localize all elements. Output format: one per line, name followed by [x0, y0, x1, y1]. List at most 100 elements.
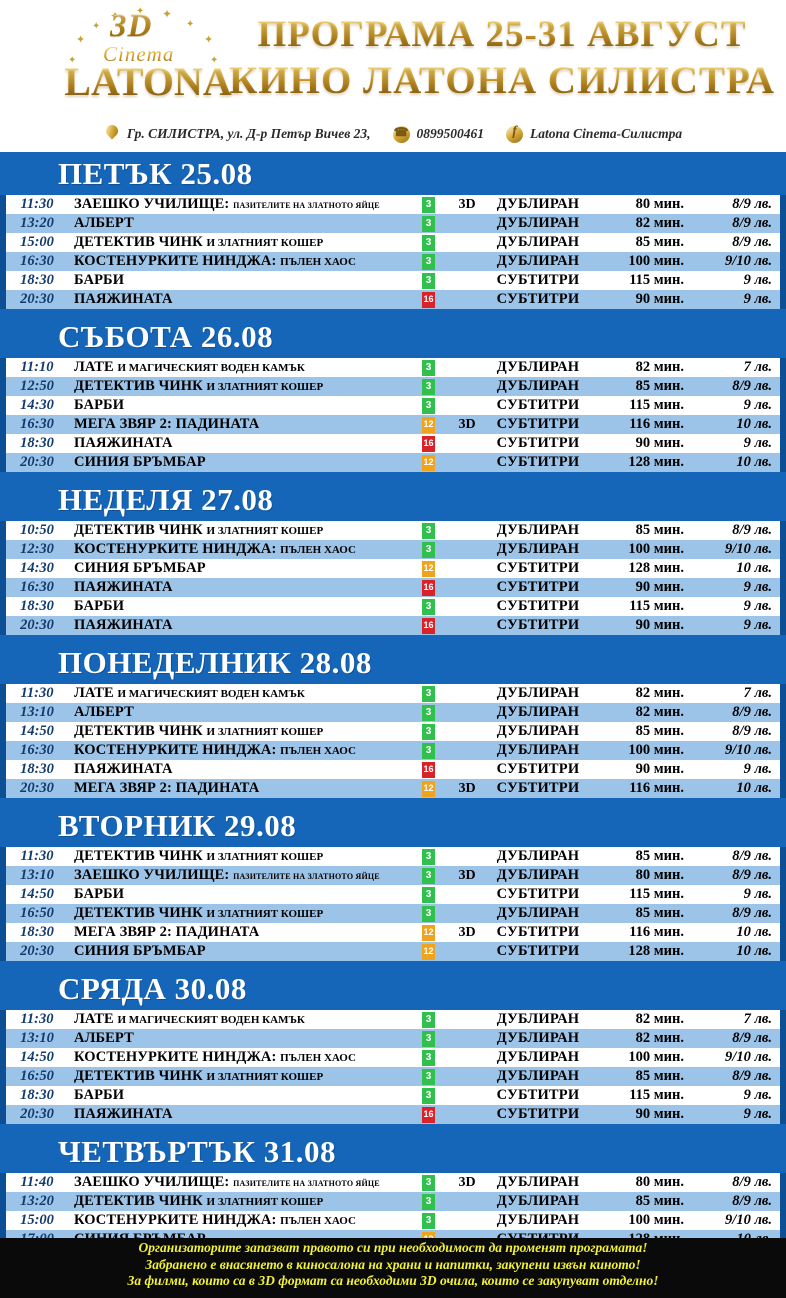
showtime-row[interactable]: 14:50 КОСТЕНУРКИТЕ НИНДЖА: ПЪЛЕН ХАОС 3 ДУБ… [6, 1048, 780, 1067]
showtime-row[interactable]: 13:10 АЛБЕРТ 3 ДУБЛИРАН 82 мин. 8/9 лв. [6, 1029, 780, 1048]
format-3d-label: 3D [458, 416, 476, 432]
age-rating-cell: 3 [422, 886, 448, 903]
showtime-row[interactable]: 10:50 ДЕТЕКТИВ ЧИНК И ЗЛАТНИЯТ КОШЕР 3 ДУБЛ… [6, 521, 780, 540]
day-header: СРЯДА 30.08 [0, 967, 786, 1010]
showtime-row[interactable]: 18:30 ПАЯЖИНАТА 16 СУБТИТРИ 90 мин. 9 лв. [6, 760, 780, 779]
showtime-rows: 11:10 ЛАТЕ И МАГИЧЕСКИЯТ ВОДЕН КАМЪК 3 ДУБЛ… [0, 358, 786, 472]
duration: 90 мин. [635, 1106, 684, 1122]
movie-title: ДЕТЕКТИВ ЧИНК И ЗЛАТНИЯТ КОШЕР [68, 522, 422, 539]
age-rating-cell: 3 [422, 196, 448, 213]
language-format: СУБТИТРИ [496, 1087, 580, 1103]
ticket-price: 8/9 лв. [732, 1174, 772, 1190]
showtime-row[interactable]: 12:50 ДЕТЕКТИВ ЧИНК И ЗЛАТНИЯТ КОШЕР 3 ДУБЛ… [6, 377, 780, 396]
language-format: ДУБЛИРАН [496, 522, 580, 538]
language-format: ДУБЛИРАН [496, 1049, 580, 1065]
showtime-time: 20:30 [20, 291, 54, 307]
movie-title-main: МЕГА ЗВЯР 2: ПАДИНАТА [74, 780, 260, 796]
showtime-row[interactable]: 16:30 МЕГА ЗВЯР 2: ПАДИНАТА 12 3D СУБТИТРИ 11… [6, 415, 780, 434]
showtime-row[interactable]: 13:10 АЛБЕРТ 3 ДУБЛИРАН 82 мин. 8/9 лв. [6, 703, 780, 722]
day-spacer [0, 961, 786, 967]
movie-title: КОСТЕНУРКИТЕ НИНДЖА: ПЪЛЕН ХАОС [68, 1049, 422, 1066]
showtime-row[interactable]: 20:30 СИНИЯ БРЪМБАР 12 СУБТИТРИ 128 мин. 10 л… [6, 942, 780, 961]
ticket-price: 9 лв. [743, 435, 772, 451]
showtime-row[interactable]: 18:30 БАРБИ 3 СУБТИТРИ 115 мин. 9 лв. [6, 1086, 780, 1105]
age-rating-cell: 3 [422, 905, 448, 922]
showtime-row[interactable]: 11:40 ЗАЕШКО УЧИЛИЩЕ: ПАЗИТЕЛИТЕ НА ЗЛАТН… [6, 1173, 780, 1192]
contact-phone-item[interactable]: 0899500461 [392, 125, 484, 143]
movie-title-subtitle: И ЗЛАТНИЯТ КОШЕР [206, 726, 324, 738]
age-rating-badge: 3 [422, 905, 435, 922]
language-format: СУБТИТРИ [496, 617, 580, 633]
language-format: ДУБЛИРАН [496, 905, 580, 921]
showtime-row[interactable]: 16:30 КОСТЕНУРКИТЕ НИНДЖА: ПЪЛЕН ХАОС 3 ДУБ… [6, 741, 780, 760]
movie-title-main: КОСТЕНУРКИТЕ НИНДЖА: [74, 742, 277, 758]
showtime-row[interactable]: 11:30 ДЕТЕКТИВ ЧИНК И ЗЛАТНИЯТ КОШЕР 3 ДУБЛ… [6, 847, 780, 866]
duration: 90 мин. [635, 435, 684, 451]
showtime-row[interactable]: 18:30 БАРБИ 3 СУБТИТРИ 115 мин. 9 лв. [6, 271, 780, 290]
age-rating-cell: 12 [422, 560, 448, 577]
showtime-row[interactable]: 12:30 КОСТЕНУРКИТЕ НИНДЖА: ПЪЛЕН ХАОС 3 ДУБ… [6, 540, 780, 559]
showtime-rows: 11:30 ЛАТЕ И МАГИЧЕСКИЯТ ВОДЕН КАМЪК 3 ДУБЛ… [0, 684, 786, 798]
day-section: СЪБОТА 26.08 11:10 ЛАТЕ И МАГИЧЕСКИЯТ ВОДЕ… [0, 315, 786, 472]
movie-title-main: БАРБИ [74, 1087, 125, 1103]
day-spacer [0, 1124, 786, 1130]
showtime-row[interactable]: 20:30 ПАЯЖИНАТА 16 СУБТИТРИ 90 мин. 9 лв. [6, 616, 780, 635]
showtime-row[interactable]: 16:30 ПАЯЖИНАТА 16 СУБТИТРИ 90 мин. 9 лв. [6, 578, 780, 597]
age-rating-badge: 3 [422, 359, 435, 376]
showtime-row[interactable]: 11:30 ЛАТЕ И МАГИЧЕСКИЯТ ВОДЕН КАМЪК 3 ДУБЛ… [6, 684, 780, 703]
showtime-row[interactable]: 20:30 ПАЯЖИНАТА 16 СУБТИТРИ 90 мин. 9 лв. [6, 290, 780, 309]
footer-note: Организаторите запазват правото си при н… [138, 1240, 648, 1255]
showtime-time: 13:20 [20, 1193, 54, 1209]
movie-title-main: КОСТЕНУРКИТЕ НИНДЖА: [74, 1212, 277, 1228]
language-format: СУБТИТРИ [496, 397, 580, 413]
showtime-row[interactable]: 14:30 СИНИЯ БРЪМБАР 12 СУБТИТРИ 128 мин. 10 л… [6, 559, 780, 578]
showtime-row[interactable]: 13:20 АЛБЕРТ 3 ДУБЛИРАН 82 мин. 8/9 лв. [6, 214, 780, 233]
showtime-time: 20:30 [20, 943, 54, 959]
showtime-time: 18:30 [20, 761, 54, 777]
showtime-row[interactable]: 14:50 ДЕТЕКТИВ ЧИНК И ЗЛАТНИЯТ КОШЕР 3 ДУБЛ… [6, 722, 780, 741]
movie-title-main: АЛБЕРТ [74, 1030, 134, 1046]
language-format: ДУБЛИРАН [496, 253, 580, 269]
showtime-row[interactable]: 18:30 ПАЯЖИНАТА 16 СУБТИТРИ 90 мин. 9 лв. [6, 434, 780, 453]
language-format: СУБТИТРИ [496, 560, 580, 576]
showtime-row[interactable]: 20:30 МЕГА ЗВЯР 2: ПАДИНАТА 12 3D СУБТИТРИ 11… [6, 779, 780, 798]
showtime-row[interactable]: 11:30 ЗАЕШКО УЧИЛИЩЕ: ПАЗИТЕЛИТЕ НА ЗЛАТН… [6, 195, 780, 214]
movie-title-main: ЗАЕШКО УЧИЛИЩЕ: [74, 1174, 230, 1190]
age-rating-badge: 3 [422, 867, 435, 884]
showtime-row[interactable]: 14:50 БАРБИ 3 СУБТИТРИ 115 мин. 9 лв. [6, 885, 780, 904]
movie-title-main: МЕГА ЗВЯР 2: ПАДИНАТА [74, 416, 260, 432]
movie-title: ДЕТЕКТИВ ЧИНК И ЗЛАТНИЯТ КОШЕР [68, 848, 422, 865]
showtime-row[interactable]: 16:50 ДЕТЕКТИВ ЧИНК И ЗЛАТНИЯТ КОШЕР 3 ДУБЛ… [6, 1067, 780, 1086]
showtime-row[interactable]: 11:30 ЛАТЕ И МАГИЧЕСКИЯТ ВОДЕН КАМЪК 3 ДУБЛ… [6, 1010, 780, 1029]
age-rating-badge: 3 [422, 215, 435, 232]
showtime-row[interactable]: 18:30 МЕГА ЗВЯР 2: ПАДИНАТА 12 3D СУБТИТРИ 11… [6, 923, 780, 942]
ticket-price: 9 лв. [743, 272, 772, 288]
contact-facebook-item[interactable]: Latona Cinema-Силистра [506, 124, 682, 143]
showtime-row[interactable]: 14:30 БАРБИ 3 СУБТИТРИ 115 мин. 9 лв. [6, 396, 780, 415]
showtime-row[interactable]: 11:10 ЛАТЕ И МАГИЧЕСКИЯТ ВОДЕН КАМЪК 3 ДУБЛ… [6, 358, 780, 377]
showtime-row[interactable]: 20:30 СИНИЯ БРЪМБАР 12 СУБТИТРИ 128 мин. 10 л… [6, 453, 780, 472]
showtime-row[interactable]: 15:00 ДЕТЕКТИВ ЧИНК И ЗЛАТНИЯТ КОШЕР 3 ДУБЛ… [6, 233, 780, 252]
age-rating-cell: 12 [422, 924, 448, 941]
movie-title-subtitle: ПАЗИТЕЛИТЕ НА ЗЛАТНОТО ЯЙЦЕ [233, 201, 380, 210]
duration: 80 мин. [635, 1174, 684, 1190]
movie-title-main: ДЕТЕКТИВ ЧИНК [74, 723, 203, 739]
showtime-row[interactable]: 20:30 ПАЯЖИНАТА 16 СУБТИТРИ 90 мин. 9 лв. [6, 1105, 780, 1124]
duration: 115 мин. [629, 1087, 684, 1103]
showtime-row[interactable]: 15:00 КОСТЕНУРКИТЕ НИНДЖА: ПЪЛЕН ХАОС 3 ДУБ… [6, 1211, 780, 1230]
movie-title-main: СИНИЯ БРЪМБАР [74, 943, 206, 959]
ticket-price: 9 лв. [743, 291, 772, 307]
movie-title: ПАЯЖИНАТА [68, 1106, 422, 1123]
age-rating-badge: 3 [422, 1049, 435, 1066]
movie-title-main: ДЕТЕКТИВ ЧИНК [74, 1193, 203, 1209]
age-rating-cell: 3 [422, 704, 448, 721]
showtime-row[interactable]: 13:20 ДЕТЕКТИВ ЧИНК И ЗЛАТНИЯТ КОШЕР 3 ДУБЛ… [6, 1192, 780, 1211]
duration: 128 мин. [628, 943, 684, 959]
language-format: ДУБЛИРАН [496, 685, 580, 701]
showtime-row[interactable]: 18:30 БАРБИ 3 СУБТИТРИ 115 мин. 9 лв. [6, 597, 780, 616]
age-rating-badge: 16 [422, 579, 435, 596]
showtime-row[interactable]: 16:50 ДЕТЕКТИВ ЧИНК И ЗЛАТНИЯТ КОШЕР 3 ДУБЛ… [6, 904, 780, 923]
age-rating-cell: 3 [422, 215, 448, 232]
showtime-row[interactable]: 13:10 ЗАЕШКО УЧИЛИЩЕ: ПАЗИТЕЛИТЕ НА ЗЛАТН… [6, 866, 780, 885]
showtime-row[interactable]: 16:30 КОСТЕНУРКИТЕ НИНДЖА: ПЪЛЕН ХАОС 3 ДУБ… [6, 252, 780, 271]
